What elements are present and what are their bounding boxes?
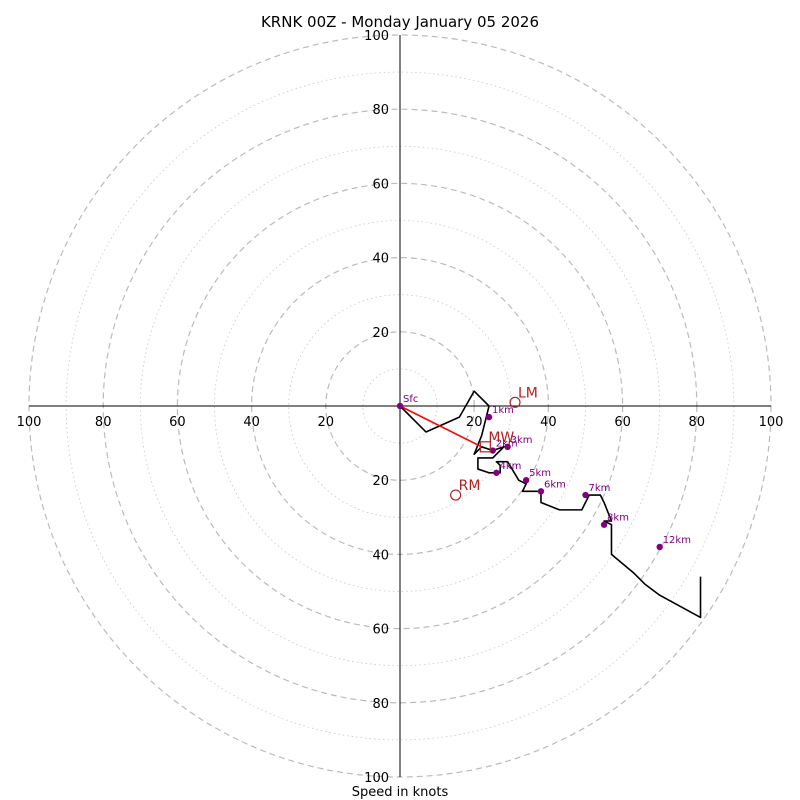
- y-tick-label: 80: [372, 697, 389, 712]
- height-marker-dot: [504, 443, 511, 451]
- motion-marker-label: MW: [488, 430, 514, 446]
- motion-marker-label: LM: [518, 385, 538, 401]
- height-marker-label: 1km: [492, 405, 514, 416]
- height-marker-dot: [537, 488, 545, 495]
- height-marker-dot: [485, 413, 493, 421]
- y-tick-label: 20: [372, 474, 389, 489]
- y-tick-label: 60: [372, 177, 389, 192]
- x-tick-label: 60: [614, 415, 631, 430]
- height-marker-label: 4km: [499, 461, 521, 472]
- y-tick-label: 80: [372, 103, 389, 118]
- x-tick-label: 100: [17, 415, 42, 430]
- y-tick-label: 20: [372, 326, 389, 341]
- x-tick-label: 20: [318, 415, 335, 430]
- x-tick-label: 20: [466, 415, 483, 430]
- mean-wind-line: [399, 405, 482, 448]
- y-tick-label: 60: [372, 623, 389, 638]
- y-tick-label: 40: [372, 548, 389, 563]
- x-tick-label: 40: [243, 415, 260, 430]
- x-tick-label: 80: [95, 415, 112, 430]
- mean-wind-marker: [479, 441, 491, 453]
- x-tick-label: 80: [689, 415, 706, 430]
- chart-title: KRNK 00Z - Monday January 05 2026: [261, 13, 539, 31]
- storm-motion-markers: LM MW RM: [450, 385, 538, 501]
- x-tick-label: 100: [759, 415, 784, 430]
- height-marker-dot: [600, 521, 608, 528]
- height-marker-label: 7km: [589, 483, 611, 494]
- y-tick-label: 40: [372, 252, 389, 267]
- height-marker-label: 12km: [663, 535, 691, 546]
- y-tick-label: 100: [364, 29, 389, 44]
- height-marker-dot: [396, 402, 404, 410]
- height-marker-label: 6km: [544, 479, 566, 490]
- height-marker-label: 8km: [607, 513, 629, 524]
- height-marker-label: Sfc: [403, 394, 418, 405]
- tick-labels: 100 80 60 40 20 20 40 60 80 100 100 80 60 40 20 20 40 60 8…: [17, 29, 784, 786]
- height-marker-dot: [489, 447, 496, 454]
- x-axis-label: Speed in knots: [352, 785, 449, 800]
- hodograph-trace: [399, 390, 702, 619]
- height-marker-dot: [582, 491, 589, 499]
- hodograph-trace-group: [399, 390, 702, 619]
- x-tick-label: 40: [540, 415, 557, 430]
- height-marker-label: 3km: [511, 435, 533, 446]
- height-marker-label: 5km: [529, 468, 551, 479]
- storm-motion-marker: [509, 396, 521, 408]
- height-marker-dot: [656, 543, 663, 551]
- height-marker-dot: [493, 469, 500, 476]
- height-markers: Sfc1km2km3km4km5km6km7km8km12km: [396, 394, 691, 551]
- storm-motion-marker: [450, 489, 462, 501]
- y-tick-label: 100: [364, 771, 389, 786]
- motion-marker-label: RM: [459, 478, 481, 494]
- x-tick-label: 60: [169, 415, 186, 430]
- height-marker-dot: [522, 477, 530, 484]
